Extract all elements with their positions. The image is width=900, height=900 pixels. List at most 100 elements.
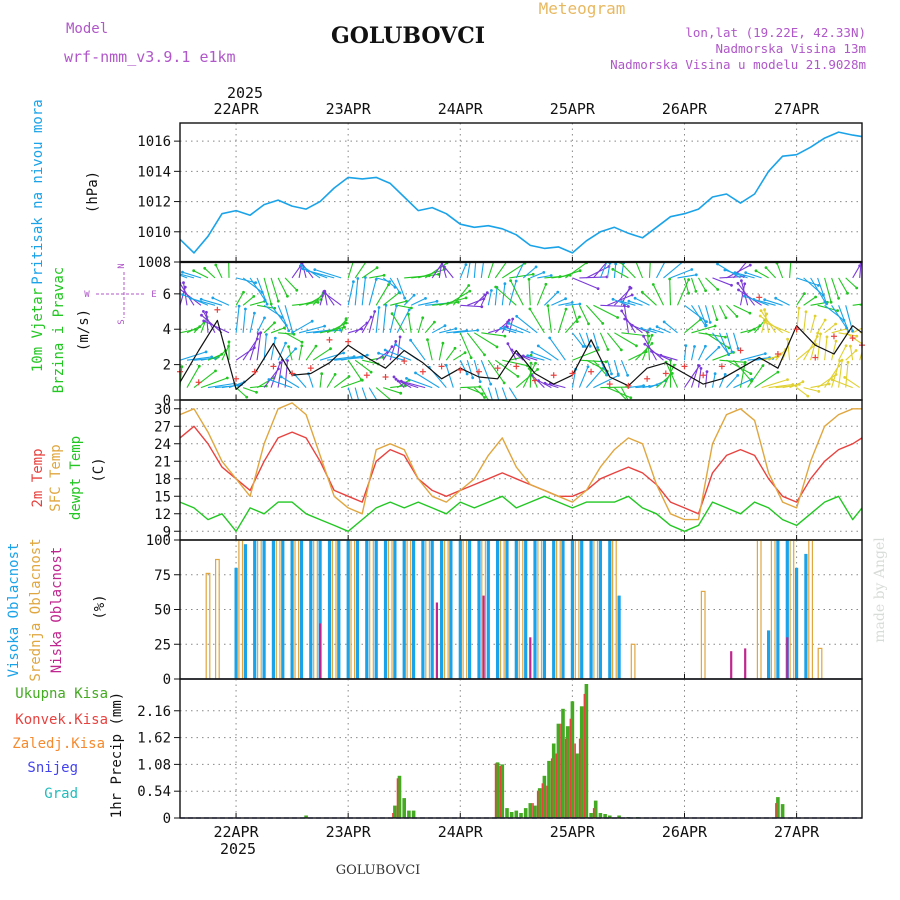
high-cloud-bar xyxy=(580,540,584,679)
wind-arrow xyxy=(418,300,438,306)
gust-marker xyxy=(326,336,333,343)
wind-arrow xyxy=(263,334,267,361)
wind-arrow-head xyxy=(713,324,717,328)
wind-arrow-head xyxy=(627,299,631,303)
wind-arrow xyxy=(473,360,481,382)
total-precip-bar xyxy=(556,723,561,818)
high-cloud-bar xyxy=(589,540,593,679)
wind-arrow-head xyxy=(614,262,618,266)
wind-arrow-head xyxy=(203,266,207,270)
y-tick-label: 2.16 xyxy=(137,704,171,720)
wind-arrow xyxy=(649,328,664,334)
wind-arrow xyxy=(249,312,255,333)
wind-arrow-head xyxy=(305,269,309,272)
total-precip-bar xyxy=(617,815,621,818)
wind-arrow-head xyxy=(604,360,608,364)
wind-arrow xyxy=(294,374,307,388)
wind-arrow-head xyxy=(829,300,833,304)
wind-arrow xyxy=(765,267,777,279)
y-tick-label: 9 xyxy=(163,524,171,540)
wind-arrow-head xyxy=(507,322,511,325)
wind-arrow-head xyxy=(704,344,707,348)
compass-east: E xyxy=(151,290,156,300)
y-tick-label: 1012 xyxy=(137,195,171,211)
wind-arrow xyxy=(726,375,739,388)
total-precip-bar xyxy=(533,805,537,818)
y-tick-label: 15 xyxy=(154,489,171,505)
high-cloud-bar xyxy=(393,540,397,679)
wind-arrow xyxy=(711,305,718,320)
wind-arrow-head xyxy=(483,396,486,399)
wind-arrow-head xyxy=(846,291,849,295)
wind-arrow xyxy=(586,359,608,372)
total-precip-bar xyxy=(608,815,612,818)
wind-arrow-head xyxy=(377,306,381,309)
wind-arrow-head xyxy=(758,314,762,318)
mid-cloud-bar xyxy=(555,539,561,680)
wind-arrow-head xyxy=(365,353,369,357)
wind-arrow-head xyxy=(202,310,205,313)
wind-arrow-head xyxy=(369,370,373,374)
wind-arrow-head xyxy=(180,365,184,369)
wind-arrow-head xyxy=(763,352,767,355)
wind-arrow xyxy=(838,345,847,361)
wind-arrow xyxy=(382,305,387,333)
wind-arrow-head xyxy=(763,320,766,324)
wind-arrow xyxy=(494,387,500,400)
high-cloud-bar xyxy=(355,540,360,679)
wind-arrow-head xyxy=(360,356,364,359)
wind-arrow xyxy=(459,264,467,279)
wind-arrow-head xyxy=(299,263,303,267)
wind-arrow xyxy=(803,277,824,296)
wind-arrow-head xyxy=(774,296,778,300)
wind-arrow xyxy=(705,277,719,290)
wind-arrow xyxy=(529,363,532,388)
wind-arrow-head xyxy=(441,258,444,261)
total-precip-bar xyxy=(509,812,514,818)
wind-arrow xyxy=(571,369,577,388)
wind-arrow xyxy=(508,280,517,306)
wind-arrow-head xyxy=(570,301,574,304)
wind-arrow xyxy=(426,339,433,361)
wind-arrow-head xyxy=(469,356,473,360)
wind-arrow-head xyxy=(564,297,567,301)
wind-arrow-head xyxy=(394,377,398,381)
total-precip-bar xyxy=(776,797,780,818)
wind-arrow xyxy=(565,303,580,306)
wind-arrow-head xyxy=(748,263,752,267)
wind-arrow xyxy=(280,376,300,389)
high-cloud-bar xyxy=(374,540,378,679)
wind-arrow-head xyxy=(259,331,263,334)
wind-arrow xyxy=(775,297,790,306)
wind-arrow-head xyxy=(412,293,416,297)
wind-arrow-head xyxy=(287,329,291,333)
wind-arrow-head xyxy=(503,326,506,329)
wind-arrow xyxy=(382,346,393,361)
high-cloud-bar xyxy=(243,544,247,679)
wind-arrow-head xyxy=(633,296,637,300)
high-cloud-bar xyxy=(514,540,518,679)
wind-arrow-head xyxy=(650,349,653,353)
wind-arrow xyxy=(691,304,707,327)
wind-arrow-head xyxy=(514,279,518,283)
wind-arrow-head xyxy=(197,364,201,368)
precip-legend-item: Snijeg xyxy=(27,760,78,776)
total-precip-bar xyxy=(542,775,547,818)
wind-arrow-head xyxy=(476,328,479,332)
wind-arrow xyxy=(803,311,807,333)
wind-arrow-head xyxy=(398,335,402,339)
wind-arrow xyxy=(614,332,637,347)
wind-arrow-head xyxy=(764,266,768,269)
wind-arrow-head xyxy=(813,314,817,318)
wind-arrow xyxy=(787,339,791,361)
wind-arrow xyxy=(500,327,517,334)
wind-arrow xyxy=(726,304,738,317)
wind-arrow-head xyxy=(390,312,394,316)
high-cloud-bar xyxy=(804,553,808,679)
gust-marker xyxy=(214,306,221,313)
high-cloud-bar xyxy=(608,540,612,679)
wind-arrow-head xyxy=(426,338,429,342)
mid-cloud-bar xyxy=(257,539,262,680)
total-precip-bar xyxy=(589,813,593,818)
high-cloud-bar xyxy=(262,540,266,679)
